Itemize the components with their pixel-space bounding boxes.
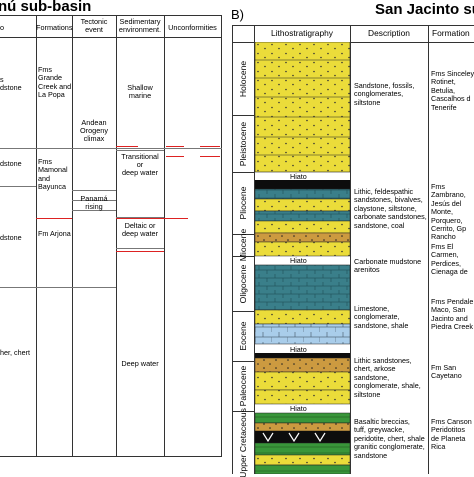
header-description: Description bbox=[368, 28, 410, 38]
row1-formations: Fms Grande Creek and La Popa bbox=[38, 65, 72, 100]
epoch-oligocene: Oligocene bbox=[232, 256, 254, 312]
description-holocene: Sandstone, fossils, conglomerates, siltsto… bbox=[354, 81, 415, 107]
unconformity-line bbox=[116, 218, 164, 219]
header-lithostratigraphy: Lithostratigraphy bbox=[271, 28, 333, 38]
description-cretaceous: Basaltic breccias, tuff, greywacke, perido… bbox=[354, 417, 425, 460]
row2-formations: Fms Mamonal and Bayunca bbox=[38, 157, 68, 192]
row3-formations: Fm Arjona bbox=[38, 229, 71, 238]
epoch-upper-cretaceous: Upper Cretaceous bbox=[238, 407, 248, 477]
unconformity-line bbox=[116, 251, 164, 252]
hiato-label: Hiato bbox=[290, 256, 307, 265]
header-unconformities: Unconformities bbox=[168, 23, 217, 32]
row4-left: her, chert bbox=[0, 348, 30, 357]
formations-paleocene: Fm San Cayetano bbox=[431, 364, 462, 381]
unconformity-line bbox=[116, 146, 138, 147]
panel-b-top-border bbox=[232, 25, 474, 26]
panel-a-col-rule bbox=[221, 15, 222, 456]
row-separator bbox=[0, 287, 116, 288]
row3-left: dstone bbox=[0, 233, 22, 242]
row-separator bbox=[116, 150, 164, 151]
row1-tectonic: Andean Orogeny climax bbox=[80, 118, 108, 144]
unconformity-line bbox=[166, 146, 184, 147]
panel-a-col-rule bbox=[164, 15, 165, 456]
row2-environment: Transitional or deep water bbox=[121, 152, 159, 178]
panel-b-col-rule bbox=[350, 25, 351, 474]
formations-pliocene: Fms Zambrano, Jesús del Monte, Porquero, Cerr… bbox=[431, 183, 467, 242]
unconformity-line bbox=[200, 146, 220, 147]
panel-b-col-rule bbox=[428, 25, 429, 474]
panel-a-col-rule bbox=[36, 15, 37, 456]
panel-b-title: San Jacinto sub bbox=[375, 1, 474, 18]
description-pliocene: Lithic, feldespathic sandstones, bivalves… bbox=[354, 187, 427, 230]
row3-tectonic: Panamá rising bbox=[80, 194, 108, 212]
panel-a-col-rule bbox=[116, 15, 117, 456]
panel-a-title: nú sub-basin bbox=[0, 0, 92, 15]
row2-left: dstone bbox=[0, 159, 22, 168]
hiato-label: Hiato bbox=[290, 172, 307, 181]
row-separator bbox=[72, 190, 116, 191]
formations-oligocene: Fms El Carmen, Perdices, Cienaga de bbox=[431, 243, 468, 277]
header-sedimentary: Sedimentary environment. bbox=[118, 17, 162, 35]
hiato-label: Hiato bbox=[290, 404, 307, 413]
epoch-pliocene: Pliocene bbox=[232, 172, 254, 235]
lithology-column bbox=[255, 42, 350, 474]
epoch-pleistocene: Pleistocene bbox=[232, 115, 254, 173]
hiato-label: Hiato bbox=[290, 345, 307, 354]
panel-b-col-rule bbox=[232, 25, 233, 474]
panel-b-header-rule bbox=[232, 42, 474, 43]
row4-environment: Deep water bbox=[121, 359, 159, 368]
row1-environment: Shallow marine bbox=[127, 83, 153, 101]
row1-left: s dstone bbox=[0, 75, 22, 93]
header-left: o bbox=[0, 23, 5, 32]
panel-a-top-border bbox=[0, 15, 222, 16]
panel-a-col-rule bbox=[72, 15, 73, 456]
panel-b-col-rule bbox=[254, 25, 255, 474]
row-separator bbox=[116, 217, 164, 218]
formations-eocene: Fms Pendale Maco, San Jacinto and Piedra Cr… bbox=[431, 298, 474, 332]
formations-cretaceous: Fms Canson Peridotitos de Planeta Rica bbox=[431, 418, 472, 452]
panel-b-label: B) bbox=[231, 7, 244, 22]
epoch-holocene: Holocene bbox=[232, 42, 254, 116]
epoch-miocene: Miocene bbox=[232, 229, 254, 261]
description-eocene: Limestone, conglomerate, sandstone, shale bbox=[354, 304, 409, 330]
row-separator bbox=[116, 248, 164, 249]
description-oligocene: Carbonate mudstone arenitos bbox=[354, 257, 422, 275]
description-paleocene: Lithic sandstones, chert, arkose sandston… bbox=[354, 356, 421, 399]
epoch-paleocene: Paleocene bbox=[232, 361, 254, 412]
row-separator bbox=[0, 186, 36, 187]
unconformity-line bbox=[166, 156, 184, 157]
row-separator bbox=[0, 148, 222, 149]
unconformity-line bbox=[36, 218, 72, 219]
row3-environment: Deltaic or deep water bbox=[121, 221, 159, 239]
header-formations: Formations bbox=[36, 23, 73, 32]
epoch-eocene: Eocene bbox=[232, 311, 254, 362]
panel-a-bottom-border bbox=[0, 456, 222, 457]
header-formations-b: Formation bbox=[432, 28, 470, 38]
panel-a-header-rule bbox=[0, 37, 222, 38]
row-separator bbox=[72, 210, 116, 211]
unconformity-line bbox=[200, 156, 220, 157]
unconformity-line bbox=[164, 218, 188, 219]
header-tectonic: Tectonic event bbox=[80, 17, 108, 35]
row-separator bbox=[72, 200, 116, 201]
